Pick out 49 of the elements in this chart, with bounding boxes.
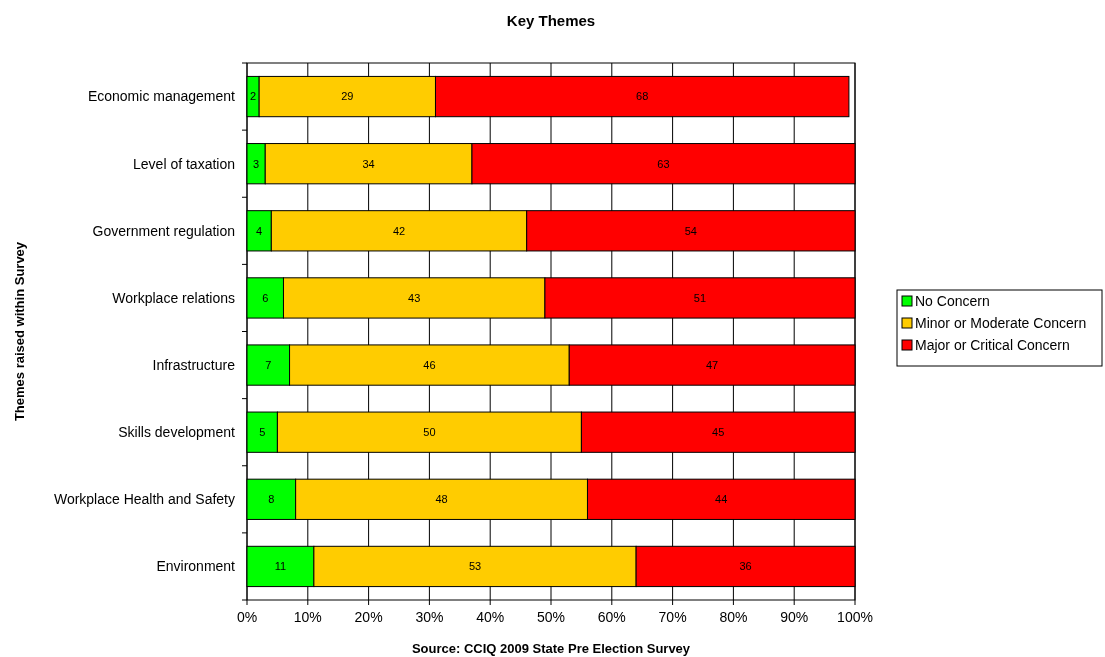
- data-label: 45: [712, 426, 725, 439]
- data-label: 54: [684, 224, 697, 237]
- data-label: 29: [341, 90, 354, 103]
- y-tick-label: Level of taxation: [133, 155, 235, 172]
- x-axis-title: Source: CCIQ 2009 State Pre Election Survey: [411, 641, 691, 656]
- data-label: 48: [435, 493, 448, 506]
- x-tick-label: 70%: [658, 609, 687, 625]
- x-tick-label: 0%: [236, 609, 258, 625]
- y-tick-label: Economic management: [87, 88, 236, 105]
- x-tick-label: 20%: [354, 609, 383, 625]
- y-tick-label: Workplace Health and Safety: [53, 491, 235, 508]
- x-tick-label: 10%: [293, 609, 322, 625]
- y-tick-label: Environment: [156, 558, 236, 575]
- data-label: 63: [657, 157, 670, 170]
- data-label: 11: [274, 560, 287, 573]
- x-tick-label: 100%: [837, 609, 873, 625]
- y-tick-label: Government regulation: [92, 222, 235, 239]
- legend-label: No Concern: [915, 292, 990, 309]
- data-label: 7: [265, 358, 272, 371]
- data-label: 47: [705, 358, 719, 371]
- data-label: 46: [423, 358, 436, 371]
- data-label: 44: [715, 493, 728, 506]
- x-tick-label: 30%: [415, 609, 444, 625]
- chart-title: Key Themes: [506, 12, 596, 29]
- data-label: 34: [362, 157, 375, 170]
- data-label: 42: [392, 224, 406, 237]
- y-tick-label: Workplace relations: [112, 289, 235, 306]
- data-label: 43: [408, 291, 421, 304]
- x-tick-label: 50%: [536, 609, 566, 625]
- data-label: 5: [259, 426, 266, 439]
- legend-label: Major or Critical Concern: [915, 336, 1070, 353]
- y-tick-label: Skills development: [118, 424, 236, 441]
- data-label: 68: [636, 90, 649, 103]
- data-label: 53: [468, 560, 482, 573]
- x-tick-label: 40%: [476, 609, 505, 625]
- x-tick-label: 60%: [597, 609, 626, 625]
- data-label: 8: [268, 493, 275, 506]
- data-label: 3: [253, 157, 260, 170]
- y-axis-title: Themes raised within Survey: [12, 241, 27, 422]
- y-tick-label: Infrastructure: [152, 356, 236, 373]
- data-label: 51: [693, 291, 707, 304]
- data-label: 2: [250, 90, 257, 103]
- data-label: 50: [423, 426, 436, 439]
- data-label: 6: [262, 291, 269, 304]
- x-tick-label: 90%: [780, 609, 809, 625]
- x-tick-label: 80%: [719, 609, 748, 625]
- legend-label: Minor or Moderate Concern: [915, 314, 1087, 331]
- data-label: 36: [739, 560, 752, 573]
- data-label: 4: [256, 224, 263, 237]
